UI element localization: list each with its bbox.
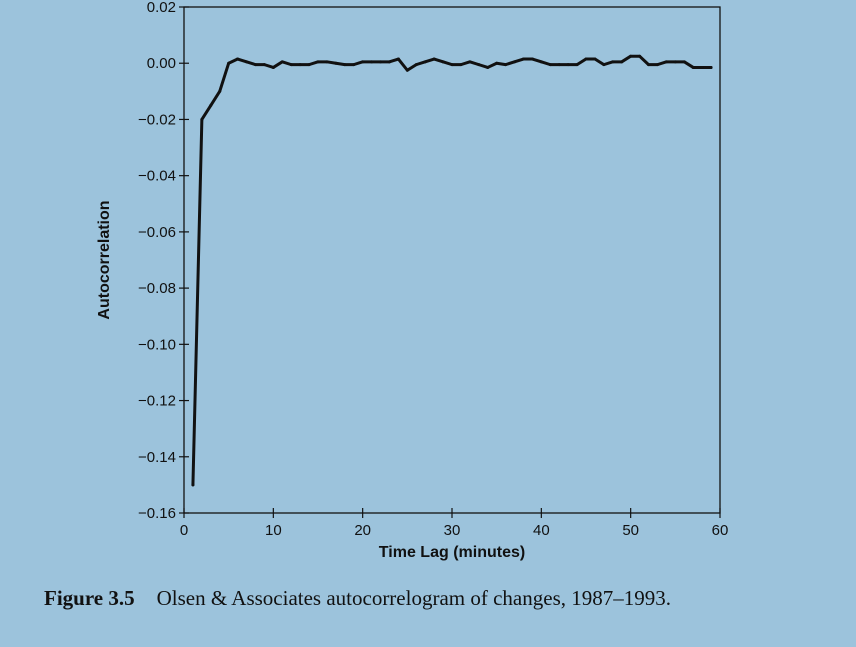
data-point	[459, 63, 463, 67]
data-point	[307, 63, 311, 67]
data-point	[334, 61, 338, 65]
data-point	[709, 65, 713, 69]
y-tick-label: −0.14	[138, 449, 176, 466]
data-point	[682, 60, 686, 64]
data-point	[370, 60, 374, 64]
y-tick-label: −0.16	[138, 505, 176, 522]
x-axis: 0 10 20 30 40 50 60	[180, 508, 729, 539]
data-point	[664, 60, 668, 64]
data-point	[253, 63, 257, 67]
data-point	[441, 60, 445, 64]
y-tick-label: −0.08	[138, 280, 176, 297]
y-axis: 0.02 0.00 −0.02 −0.04 −0.06 −0.08 −0.10 −0.12 −0…	[138, 0, 189, 522]
data-point	[396, 57, 400, 61]
data-point	[405, 68, 409, 72]
data-point	[513, 60, 517, 64]
figure-caption-text: Olsen & Associates autocorrelogram of ch…	[156, 586, 671, 610]
data-point	[629, 54, 633, 58]
y-tick-label: −0.02	[138, 111, 176, 128]
x-tick-label: 60	[712, 522, 729, 539]
data-point	[236, 57, 240, 61]
y-tick-label: −0.06	[138, 224, 176, 241]
data-point	[432, 57, 436, 61]
data-point	[387, 60, 391, 64]
data-point	[602, 63, 606, 67]
data-point	[655, 63, 659, 67]
data-point	[379, 60, 383, 64]
data-point	[504, 63, 508, 67]
data-point	[673, 60, 677, 64]
plot-frame	[183, 6, 721, 514]
data-points	[191, 54, 713, 487]
data-point	[486, 65, 490, 69]
data-point	[316, 60, 320, 64]
data-point	[271, 65, 275, 69]
x-tick-label: 50	[622, 522, 639, 539]
data-point	[245, 60, 249, 64]
data-point	[280, 60, 284, 64]
data-point	[521, 57, 525, 61]
y-tick-label: −0.10	[138, 336, 176, 353]
data-point	[495, 61, 499, 65]
data-point	[209, 103, 213, 107]
y-tick-label: −0.04	[138, 168, 176, 185]
data-point	[575, 63, 579, 67]
y-tick-label: 0.00	[147, 55, 176, 72]
data-point	[200, 117, 204, 121]
data-point	[468, 60, 472, 64]
data-point	[700, 65, 704, 69]
x-tick-label: 0	[180, 522, 188, 539]
x-axis-title: Time Lag (minutes)	[379, 544, 525, 561]
y-tick-label: −0.12	[138, 393, 176, 410]
data-point	[638, 54, 642, 58]
data-point	[530, 57, 534, 61]
autocorrelation-series-line	[191, 54, 713, 487]
data-point	[227, 61, 231, 65]
data-point	[414, 63, 418, 67]
data-point	[450, 63, 454, 67]
data-point	[423, 60, 427, 64]
y-tick-label: 0.02	[147, 0, 176, 16]
data-point	[620, 60, 624, 64]
data-point	[584, 57, 588, 61]
data-point	[548, 63, 552, 67]
data-point	[343, 63, 347, 67]
data-point	[611, 60, 615, 64]
data-point	[566, 63, 570, 67]
data-point	[262, 63, 266, 67]
data-point	[691, 65, 695, 69]
y-axis-title: Autocorrelation	[96, 200, 113, 319]
data-point	[539, 60, 543, 64]
data-point	[191, 483, 195, 487]
x-tick-label: 10	[265, 522, 282, 539]
x-tick-label: 40	[533, 522, 550, 539]
data-point	[298, 63, 302, 67]
data-point	[647, 63, 651, 67]
figure-label: Figure 3.5	[44, 586, 135, 610]
data-point	[352, 63, 356, 67]
data-point	[477, 63, 481, 67]
data-point	[593, 57, 597, 61]
autocorrelogram-chart: 0 10 20 30 40 50 60 0.02 0.00 −0.02 −0.04 −0.06 −0.…	[96, 0, 729, 561]
data-point	[361, 60, 365, 64]
data-point	[218, 89, 222, 93]
data-point	[325, 60, 329, 64]
data-point	[557, 63, 561, 67]
data-point	[289, 63, 293, 67]
figure-caption: Figure 3.5 Olsen & Associates autocorrelo…	[44, 586, 671, 611]
x-tick-label: 30	[444, 522, 461, 539]
x-tick-label: 20	[354, 522, 371, 539]
